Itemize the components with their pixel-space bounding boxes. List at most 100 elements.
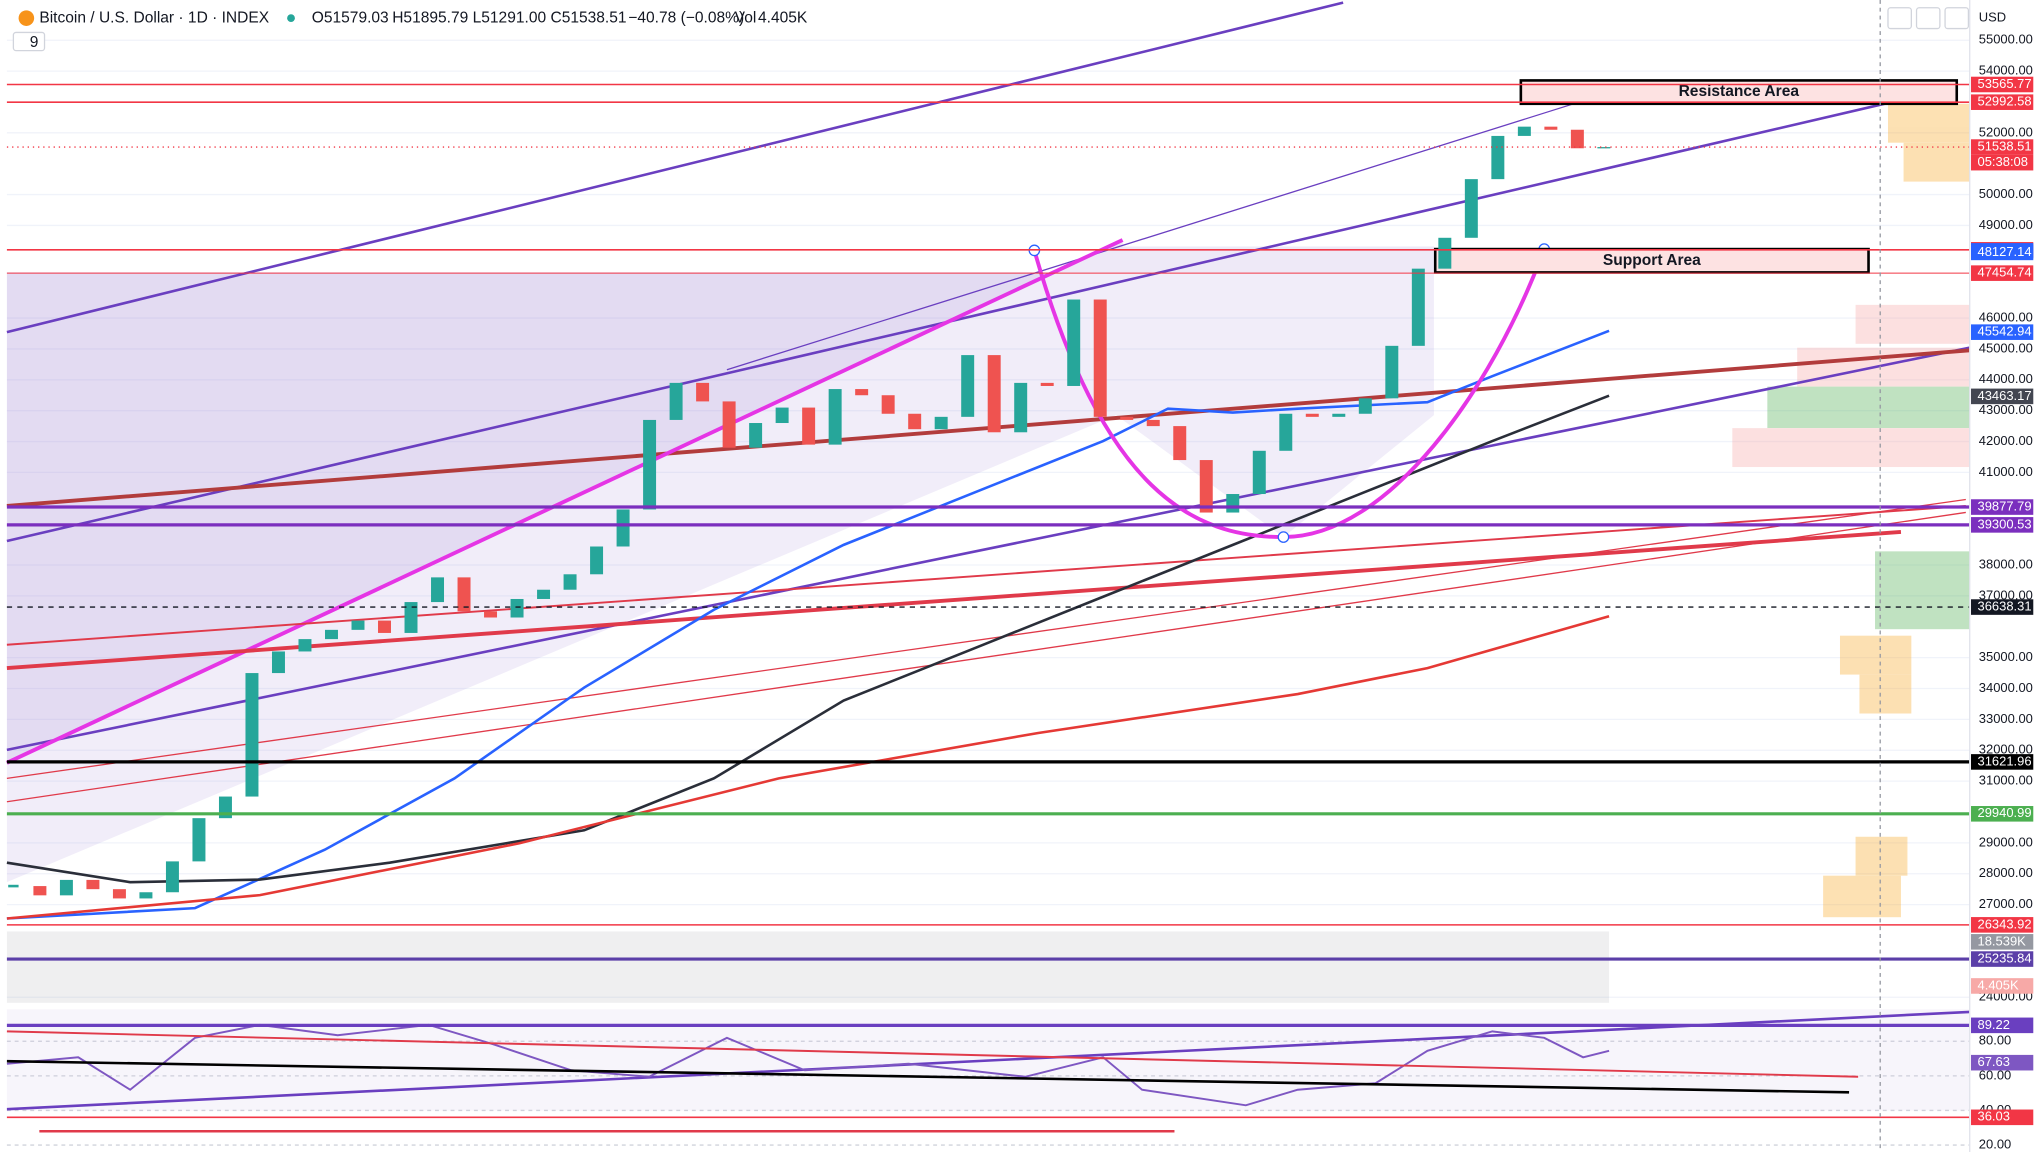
candle <box>1358 398 1372 414</box>
candle <box>1252 450 1266 495</box>
candle <box>112 889 126 899</box>
candle <box>271 651 285 674</box>
ohlc-high: H51895.79 <box>392 9 468 26</box>
trend-line <box>6 504 1966 646</box>
price-tag-label: 25235.84 <box>1978 950 2032 965</box>
price-tag <box>1971 76 2034 93</box>
y-tick-label: 54000.00 <box>1979 63 2033 78</box>
candles <box>8 126 1611 899</box>
candle <box>1385 345 1399 399</box>
profile-bar <box>1855 304 1970 344</box>
candle <box>775 407 789 424</box>
price-tag <box>1971 517 2034 533</box>
countdown-tag <box>1971 154 2034 171</box>
trend-line <box>6 1059 1850 1094</box>
price-tag-label: 67.63 <box>1978 1054 2010 1069</box>
profile-bar <box>1887 103 1970 143</box>
button[interactable] <box>1944 7 1970 30</box>
candle <box>1570 129 1584 149</box>
candle <box>1411 268 1425 346</box>
price-tag-label: 53565.77 <box>1978 76 2032 91</box>
y-tick-label: 44000.00 <box>1979 371 2033 386</box>
shaded-region <box>6 240 1434 763</box>
candle <box>245 673 259 797</box>
candle <box>165 861 179 893</box>
candle <box>749 423 763 448</box>
indicators-toggle[interactable] <box>12 31 46 52</box>
candle <box>961 355 975 417</box>
candle <box>828 389 842 445</box>
candle <box>616 509 630 547</box>
price-tag <box>1971 1017 2034 1034</box>
candle <box>139 892 153 899</box>
profile-bar <box>1855 836 1908 876</box>
market-status <box>287 14 295 23</box>
resistance-box <box>1519 79 1959 106</box>
candle <box>404 602 418 633</box>
candle <box>1517 126 1531 136</box>
button[interactable] <box>1915 7 1941 30</box>
price-tag-label: 47454.74 <box>1978 265 2032 280</box>
candle <box>855 389 869 396</box>
currency-label[interactable]: USD <box>1979 10 2006 25</box>
y-tick-label: 50000.00 <box>1979 186 2033 201</box>
price-tag-label: 89.22 <box>1978 1017 2010 1032</box>
price-tag <box>1971 1054 2034 1071</box>
candle <box>1014 382 1028 433</box>
y-tick-label: 80.00 <box>1979 1033 2011 1048</box>
candle <box>1544 126 1558 130</box>
price-tag-label: 48127.14 <box>1978 244 2032 259</box>
candle <box>1279 413 1293 451</box>
y-tick-label: 42000.00 <box>1979 433 2033 448</box>
candle <box>563 574 577 590</box>
price-tag <box>1971 978 2034 994</box>
anchor-point <box>1277 531 1290 543</box>
moving-average <box>6 329 1610 920</box>
y-tick-label: 31000.00 <box>1979 773 2033 788</box>
profile-bar <box>1839 635 1912 675</box>
grid <box>6 39 1970 1146</box>
price-tag-label: 43463.17 <box>1978 388 2032 403</box>
y-tick-label: 29000.00 <box>1979 834 2033 849</box>
candle <box>669 382 683 420</box>
price-tag <box>1971 934 2034 950</box>
trend-line <box>6 529 1902 671</box>
y-tick-label: 34000.00 <box>1979 680 2033 695</box>
trend-line <box>6 85 1958 543</box>
candle <box>537 589 551 599</box>
price-tag <box>1971 754 2034 770</box>
y-tick-label: 52000.00 <box>1979 124 2033 139</box>
price-tag <box>1971 917 2034 933</box>
price-tag-label: 52992.58 <box>1978 94 2032 109</box>
price-tag <box>1971 324 2034 340</box>
candle <box>192 818 206 862</box>
price-tag <box>1971 265 2034 281</box>
candle <box>643 419 657 510</box>
profile-bar <box>1903 142 1970 182</box>
y-tick-label: 32000.00 <box>1979 742 2033 757</box>
annotation-label: Resistance Area <box>1679 83 1800 100</box>
candle <box>1226 494 1240 513</box>
candle <box>378 620 391 633</box>
button[interactable] <box>1887 7 1912 30</box>
trend-line <box>6 346 1970 752</box>
candle <box>1438 237 1452 269</box>
trend-line <box>6 1030 1859 1078</box>
trend-lines <box>6 1 1970 1133</box>
ohlc-close: C51538.51 <box>550 9 626 26</box>
price-tag-label: 18.539K <box>1978 933 2027 948</box>
y-tick-label: 28000.00 <box>1979 865 2033 880</box>
drawings: Resistance Area Support Area <box>6 1 1970 1146</box>
y-tick-label: 38000.00 <box>1979 556 2033 571</box>
candle <box>881 395 895 414</box>
price-tag-label: 39877.79 <box>1978 498 2032 513</box>
price-tag <box>1971 94 2034 110</box>
y-tick-label: 43000.00 <box>1979 402 2033 417</box>
y-tick-label: 35000.00 <box>1979 649 2033 664</box>
y-tick-label: 20.00 <box>1979 1136 2011 1151</box>
symbol-name[interactable]: Bitcoin / U.S. Dollar · 1D · INDEX <box>39 9 269 26</box>
indicator-count: 9 <box>30 34 39 51</box>
candle <box>1040 382 1054 386</box>
candle <box>59 879 73 896</box>
